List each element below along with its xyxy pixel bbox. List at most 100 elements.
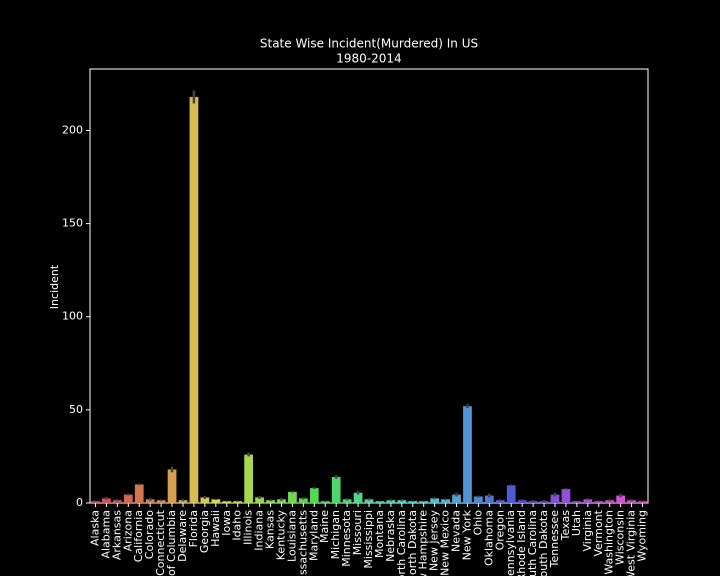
x-tick-label: Montana — [373, 510, 386, 558]
chart-title: State Wise Incident(Murdered) In US — [260, 37, 478, 51]
bar — [298, 498, 308, 503]
x-tick-label: District of Columbia — [165, 510, 178, 576]
x-tick-label: Kentucky — [274, 510, 287, 561]
bar — [112, 500, 122, 503]
x-tick-label: Illinois — [242, 510, 255, 545]
x-tick-label: Alabama — [99, 510, 112, 559]
x-tick-label: Nevada — [450, 510, 463, 552]
x-tick-label: Colorado — [143, 510, 156, 559]
bar — [178, 500, 188, 503]
x-tick-label: Hawaii — [209, 510, 222, 547]
bar — [331, 476, 341, 503]
x-tick-label: Massachusetts — [296, 510, 309, 576]
bar — [145, 499, 155, 503]
bar — [627, 500, 636, 503]
bar — [288, 491, 297, 503]
x-tick-label: South Dakota — [537, 510, 550, 576]
bar — [386, 500, 396, 503]
x-tick-label: Pennsylvania — [504, 510, 517, 576]
bar — [233, 501, 243, 503]
bar — [102, 498, 111, 503]
bar — [463, 406, 472, 503]
x-tick-label: North Dakota — [406, 510, 419, 576]
bar — [244, 454, 254, 503]
x-tick-label: Rhode Island — [515, 510, 528, 576]
y-tick-label: 50 — [69, 403, 83, 416]
bar — [353, 492, 363, 503]
bar — [517, 500, 527, 503]
x-tick-label: Vermont — [592, 509, 605, 556]
x-tick-label: Georgia — [198, 510, 211, 553]
x-tick-label: Texas — [559, 510, 572, 542]
x-tick-label: New Jersey — [428, 510, 441, 572]
x-tick-label: Oregon — [493, 510, 506, 550]
x-tick-label: Mississippi — [362, 510, 375, 569]
bar — [419, 501, 429, 503]
x-tick-label: Washington — [603, 510, 616, 575]
x-tick-label: Maryland — [307, 510, 320, 561]
bar — [91, 501, 100, 503]
bar — [594, 501, 604, 503]
x-tick-label: Idaho — [231, 510, 244, 541]
x-tick-label: Maine — [318, 510, 331, 543]
x-tick-label: Arizona — [121, 510, 134, 551]
x-tick-label: North Carolina — [395, 510, 408, 576]
bar — [408, 501, 418, 503]
x-tick-label: Tennessee — [548, 510, 561, 569]
x-tick-label: Arkansas — [110, 510, 123, 560]
bar — [616, 495, 626, 503]
bar — [605, 500, 615, 503]
x-tick-label: Michigan — [329, 510, 342, 559]
bar — [561, 489, 571, 503]
bar — [189, 96, 199, 503]
x-tick-label: Indiana — [253, 510, 266, 551]
x-tick-label: New York — [460, 509, 473, 560]
bar — [277, 499, 286, 503]
bar — [484, 495, 494, 503]
bar — [167, 469, 177, 503]
x-tick-label: Nebraska — [384, 510, 397, 562]
y-tick-label: 100 — [62, 310, 83, 323]
bar — [320, 501, 330, 503]
plot-frame — [89, 68, 649, 504]
bar — [506, 485, 516, 503]
x-tick-label: New Hampshire — [417, 510, 430, 576]
x-tick-label: Connecticut — [154, 509, 167, 576]
bar — [342, 499, 352, 503]
x-tick-label: Kansas — [264, 510, 277, 549]
bar — [123, 494, 133, 503]
x-tick-label: West Virginia — [625, 510, 638, 576]
bar — [309, 488, 319, 503]
x-tick-label: Wisconsin — [614, 510, 627, 565]
bar — [583, 499, 593, 503]
y-tick-label: 0 — [76, 496, 83, 509]
x-tick-label: Delaware — [176, 510, 189, 562]
bar — [495, 500, 505, 503]
x-tick-label: Virginia — [581, 510, 594, 551]
bar — [397, 500, 407, 503]
bar — [375, 501, 385, 503]
bar — [255, 497, 264, 503]
bar — [364, 499, 374, 503]
x-tick-label: Florida — [187, 510, 200, 547]
chart-subtitle: 1980-2014 — [336, 52, 401, 66]
x-tick-label: Oklahoma — [482, 510, 495, 566]
x-tick-label: Iowa — [220, 510, 233, 536]
x-tick-label: Utah — [570, 510, 583, 536]
y-tick-label: 150 — [62, 217, 83, 230]
y-tick-label: 200 — [62, 123, 83, 136]
bar — [474, 496, 483, 503]
bar — [638, 501, 647, 503]
bar — [572, 501, 582, 503]
x-tick-label: Louisiana — [285, 510, 298, 562]
x-tick-label: California — [132, 510, 145, 562]
bar — [550, 494, 560, 503]
y-axis-label: Incident — [48, 264, 61, 309]
bar — [222, 501, 232, 503]
bar — [200, 497, 210, 503]
x-tick-label: South Carolina — [526, 510, 539, 576]
x-tick-label: Ohio — [471, 510, 484, 536]
bar — [134, 484, 144, 503]
